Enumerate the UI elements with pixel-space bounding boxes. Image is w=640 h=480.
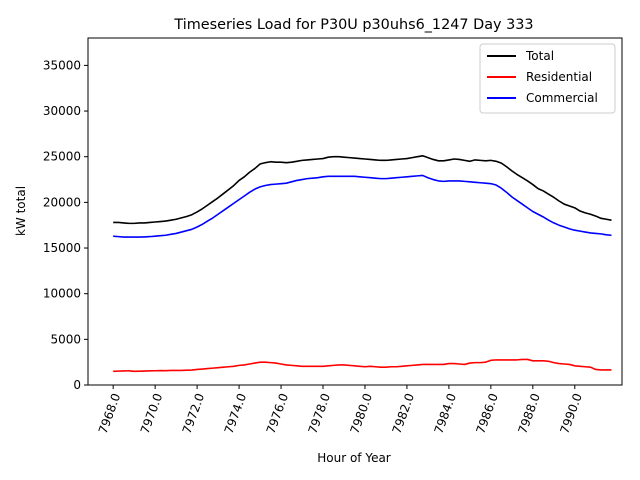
series-layer [113,155,612,373]
y-tick-label: 25000 [43,150,81,164]
chart-title: Timeseries Load for P30U p30uhs6_1247 Da… [173,17,533,33]
legend-label-total: Total [525,49,554,63]
y-tick-label: 20000 [43,195,81,209]
legend-label-residential: Residential [526,70,592,84]
series-line-commercial [113,174,612,238]
y-axis-label: kW total [14,186,28,236]
axes-frame [87,37,623,386]
y-tick-label: 35000 [43,58,81,72]
y-tick-label: 5000 [50,332,81,346]
y-tick-label: 10000 [43,287,81,301]
series-line-residential [113,358,612,373]
y-tick-label: 15000 [43,241,81,255]
legend-box [479,43,616,114]
y-axis: 0 5000 10000 15000 20000 25000 30000 35000 [43,58,88,392]
legend-entries: Total Residential Commercial [487,49,598,105]
y-tick-label: 0 [73,378,81,392]
legend-label-commercial: Commercial [526,91,598,105]
series-line-total [113,155,612,225]
legend: Total Residential Commercial [479,43,616,114]
y-tick-label: 30000 [43,104,81,118]
x-axis-label: Hour of Year [317,451,391,465]
